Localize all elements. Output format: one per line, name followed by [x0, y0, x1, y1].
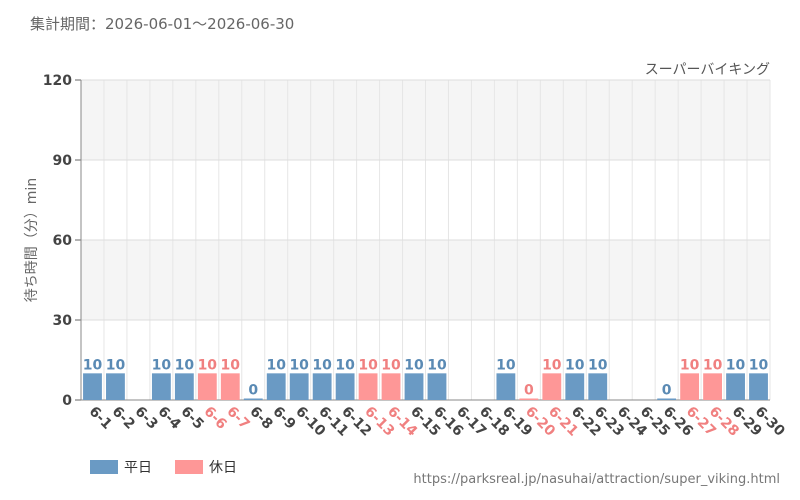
bar: [312, 373, 332, 400]
bar-value-label: 10: [175, 357, 195, 373]
bar-value-label: 0: [662, 383, 672, 399]
bar-value-label: 10: [221, 357, 241, 373]
bar: [358, 373, 378, 400]
bar-value-label: 10: [427, 357, 447, 373]
bar: [381, 373, 401, 400]
bar: [726, 373, 745, 400]
source-url: https://parksreal.jp/nasuhai/attraction/…: [413, 472, 780, 487]
bar: [542, 373, 562, 400]
bar-value-label: 10: [381, 357, 401, 373]
bar: [83, 373, 102, 400]
y-axis-label: 待ち時間（分）min: [24, 178, 40, 302]
bar-value-label: 10: [542, 357, 562, 373]
y-tick-label: 60: [53, 233, 73, 249]
bar-value-label: 10: [404, 357, 424, 373]
bar-value-label: 10: [680, 357, 700, 373]
bar: [496, 373, 516, 400]
bar-value-label: 10: [152, 357, 172, 373]
y-tick-label: 120: [43, 73, 72, 89]
bar-value-label: 10: [496, 357, 516, 373]
legend-weekday-label: 平日: [124, 460, 152, 476]
bar-value-label: 0: [524, 383, 534, 399]
bar-value-label: 10: [106, 357, 126, 373]
bar: [703, 373, 722, 400]
legend-holiday: 休日: [175, 457, 237, 477]
x-tick-label: 6-8: [246, 404, 275, 433]
bar-value-label: 10: [358, 357, 378, 373]
bar-value-label: 0: [248, 383, 258, 399]
bar: [427, 373, 447, 400]
bar: [588, 373, 608, 400]
legend-weekday: 平日: [90, 457, 152, 477]
bar: [174, 373, 194, 400]
x-tick-label: 6-7: [223, 404, 252, 433]
legend-holiday-label: 休日: [209, 460, 237, 476]
bar-value-label: 10: [312, 357, 332, 373]
bar-value-label: 10: [289, 357, 309, 373]
period-label: 集計期間：2026-06-01～2026-06-30: [30, 15, 295, 33]
bar: [151, 373, 171, 400]
bar: [749, 373, 768, 400]
x-tick-label: 6-5: [178, 404, 207, 433]
series-name: スーパーバイキング: [645, 62, 770, 78]
y-tick-label: 0: [62, 393, 72, 409]
bar: [289, 373, 309, 400]
x-tick-label: 6-4: [155, 404, 184, 433]
bar-value-label: 10: [588, 357, 608, 373]
bar-value-label: 10: [335, 357, 355, 373]
bar: [404, 373, 424, 400]
bar: [243, 398, 263, 400]
x-tick-label: 6-1: [86, 404, 115, 433]
bar: [565, 373, 585, 400]
bar: [657, 398, 677, 400]
x-tick-label: 6-3: [132, 404, 161, 433]
bar-value-label: 10: [83, 357, 103, 373]
bar: [197, 373, 217, 400]
legend-holiday-swatch: [175, 460, 203, 474]
bar: [519, 398, 539, 400]
bar-value-label: 10: [749, 357, 769, 373]
bar: [680, 373, 700, 400]
y-tick-label: 30: [53, 313, 73, 329]
x-tick-label: 6-2: [109, 404, 138, 433]
bar-value-label: 10: [266, 357, 286, 373]
legend-weekday-swatch: [90, 460, 118, 474]
bar: [266, 373, 286, 400]
bar: [106, 373, 125, 400]
bar: [220, 373, 240, 400]
x-tick-label: 6-9: [269, 404, 298, 433]
bar-value-label: 10: [565, 357, 585, 373]
bar-value-label: 10: [703, 357, 723, 373]
bar-value-label: 10: [726, 357, 746, 373]
bar-value-label: 10: [198, 357, 218, 373]
x-tick-label: 6-6: [200, 404, 229, 433]
y-tick-label: 90: [53, 153, 73, 169]
bar: [335, 373, 355, 400]
